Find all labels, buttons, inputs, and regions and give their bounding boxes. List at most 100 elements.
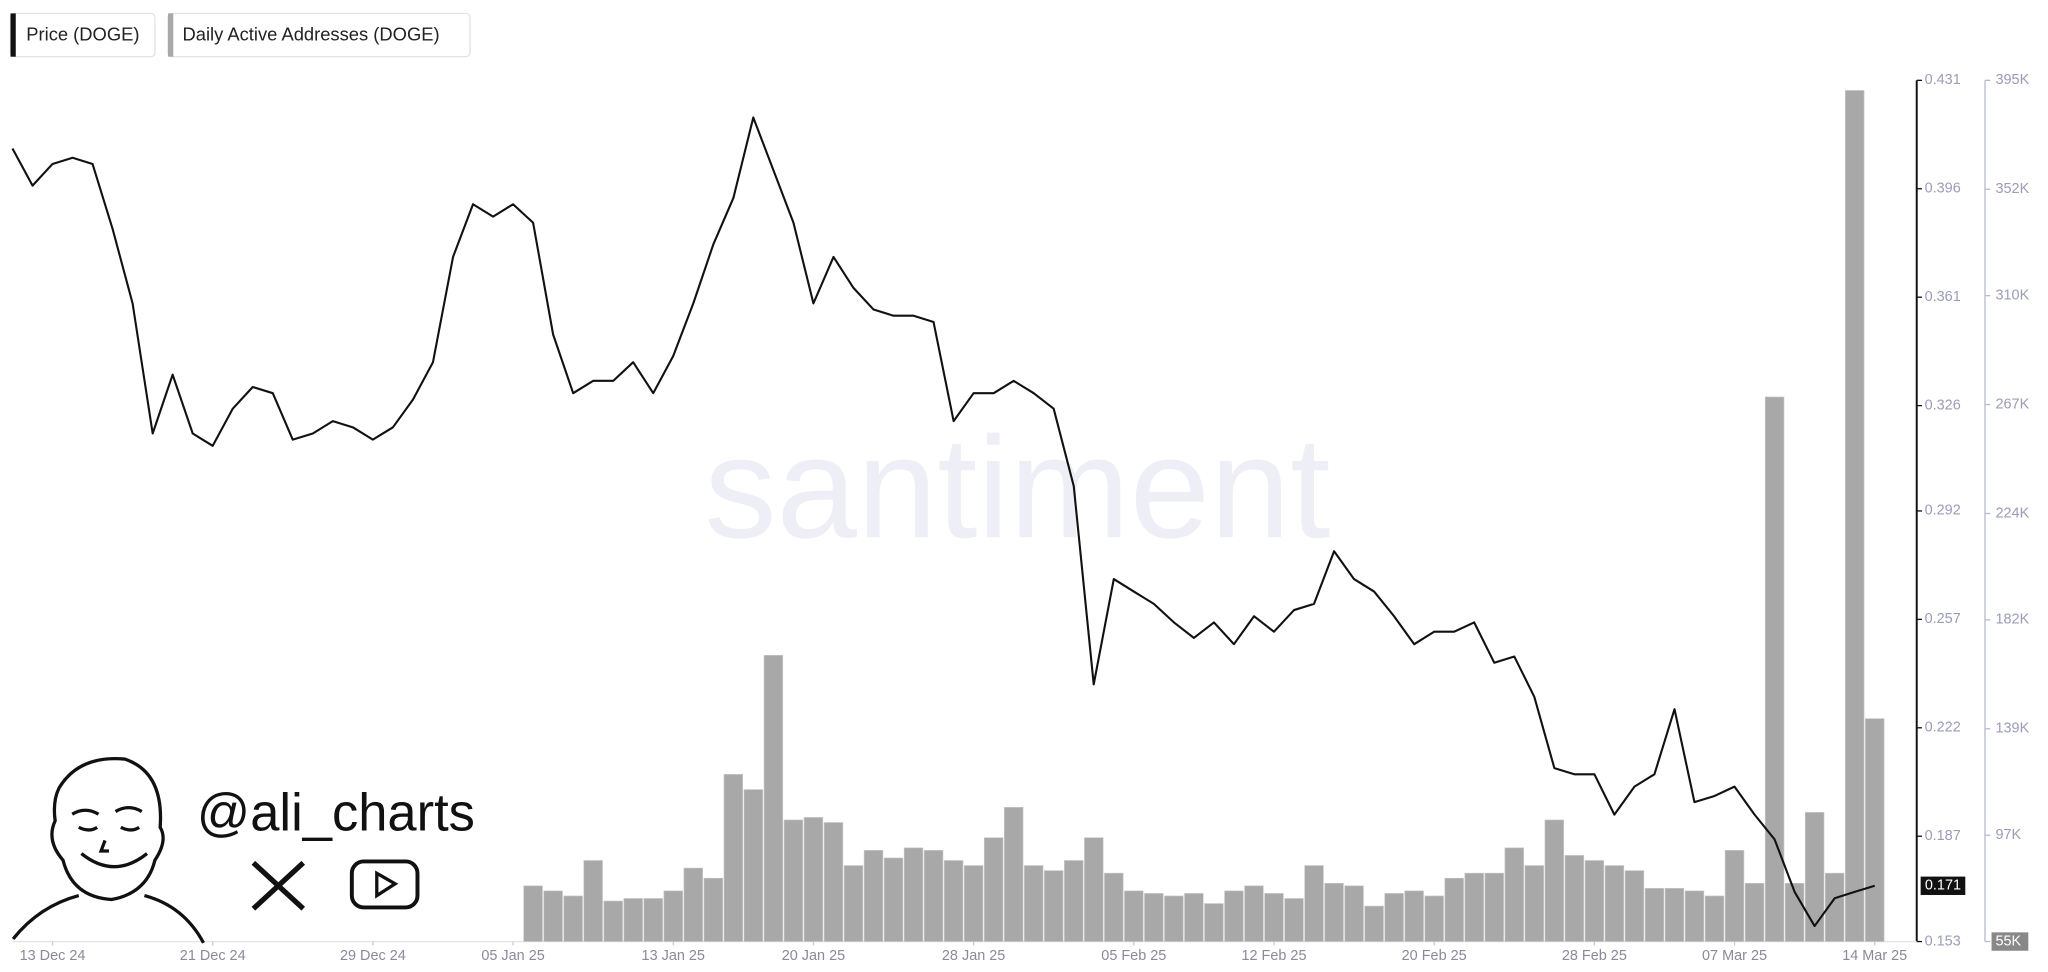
y-tick-label: 0.431 (1925, 72, 1961, 88)
bar (1364, 905, 1384, 942)
bar (1084, 837, 1104, 942)
x-tick-label: 29 Dec 24 (340, 948, 406, 964)
bar (1564, 855, 1585, 942)
bar (1204, 903, 1224, 942)
branding: @ali_charts (11, 757, 475, 944)
bar (1324, 882, 1344, 942)
bar (603, 900, 623, 942)
bar (1484, 872, 1504, 942)
x-tick-label: 20 Jan 25 (782, 948, 845, 964)
x-tick-label: 20 Feb 25 (1402, 948, 1467, 964)
plot-area: 0.431 0.396 0.361 0.326 0.292 0.257 0.222 0.187… (11, 72, 2030, 964)
bar (623, 898, 643, 942)
bar (1224, 890, 1244, 942)
bar (1104, 872, 1124, 942)
bar (983, 837, 1004, 942)
x-tick-label: 05 Jan 25 (481, 948, 544, 964)
x-tick-label: 14 Mar 25 (1842, 948, 1907, 964)
bar (1764, 396, 1785, 942)
x-tick-label: 13 Dec 24 (20, 948, 86, 964)
x-tick-label: 21 Dec 24 (180, 948, 246, 964)
bar (1344, 885, 1364, 942)
bar (1424, 895, 1444, 942)
y2-tick-label: 310K (1995, 287, 2029, 303)
x-tick-label: 13 Jan 25 (642, 948, 705, 964)
legend-label: Daily Active Addresses (DOGE) (182, 24, 439, 45)
bar (1444, 877, 1464, 942)
legend-label: Price (DOGE) (26, 24, 139, 45)
x-tick-label: 28 Jan 25 (942, 948, 1005, 964)
bar (903, 847, 924, 942)
y2-tick-label: 352K (1995, 181, 2029, 197)
bar (1824, 872, 1845, 942)
bar (1404, 890, 1424, 942)
bar (1284, 898, 1304, 942)
x-tick-label: 07 Mar 25 (1702, 948, 1767, 964)
bar (963, 865, 984, 942)
y2-tick-label: 55K (1995, 933, 2021, 949)
bar (683, 867, 703, 942)
bar (723, 774, 744, 942)
bar (583, 860, 603, 942)
bar (1184, 893, 1204, 942)
y-tick-label: 0.257 (1925, 611, 1961, 627)
bar (863, 850, 884, 942)
y-tick-label: 0.396 (1925, 181, 1961, 197)
legend-swatch (168, 13, 174, 57)
bar (1504, 847, 1524, 942)
y-tick-label: 0.187 (1925, 828, 1961, 844)
bar (1244, 885, 1264, 942)
x-icon[interactable] (251, 860, 306, 911)
y2-tick-box (1991, 932, 2029, 951)
y2-tick-label: 395K (1995, 72, 2029, 88)
x-tick-label: 28 Feb 25 (1562, 948, 1627, 964)
bar (663, 890, 683, 942)
y2-tick-label: 267K (1995, 396, 2029, 412)
x-tick-label: 12 Feb 25 (1241, 948, 1306, 964)
bar (843, 865, 864, 942)
y-tick-label: 0.292 (1925, 503, 1961, 519)
bar (523, 885, 543, 942)
bar (643, 898, 663, 942)
youtube-icon[interactable] (349, 859, 420, 910)
bar (1024, 865, 1044, 942)
last-value-box (1920, 876, 1966, 895)
bar (1304, 865, 1324, 942)
y-tick-label: 0.153 (1925, 933, 1961, 949)
bar (1144, 893, 1164, 942)
y-tick-label: 0.222 (1925, 720, 1961, 736)
y2-tick-label: 97K (1995, 827, 2021, 843)
bar (1744, 882, 1765, 942)
bar (1264, 893, 1284, 942)
bar (1124, 890, 1144, 942)
bar (1164, 895, 1184, 942)
legend: Price (DOGE) Daily Active Addresses (DOG… (9, 12, 471, 58)
youtube-play (375, 870, 399, 899)
bar (1724, 850, 1745, 942)
bar (543, 890, 563, 942)
y2-tick-label: 182K (1995, 612, 2029, 628)
bar (823, 822, 844, 942)
bar (1524, 865, 1544, 942)
price-line (11, 116, 1876, 928)
bar (1544, 819, 1565, 942)
bar (1644, 888, 1665, 942)
bar (883, 857, 904, 942)
bar (783, 819, 804, 942)
avatar (11, 757, 205, 944)
bar (1604, 865, 1625, 942)
bar (1044, 870, 1064, 942)
handle: @ali_charts (197, 784, 475, 843)
bar (1064, 860, 1084, 942)
y2-tick-label: 139K (1995, 721, 2029, 737)
bar (1003, 806, 1024, 942)
watermark: santiment (704, 406, 1330, 568)
bar (1844, 90, 1865, 942)
bar (1664, 888, 1685, 942)
legend-swatch (10, 13, 16, 57)
bar (763, 654, 784, 942)
bar (1464, 872, 1484, 942)
bar (563, 895, 583, 942)
bar (1684, 890, 1705, 942)
